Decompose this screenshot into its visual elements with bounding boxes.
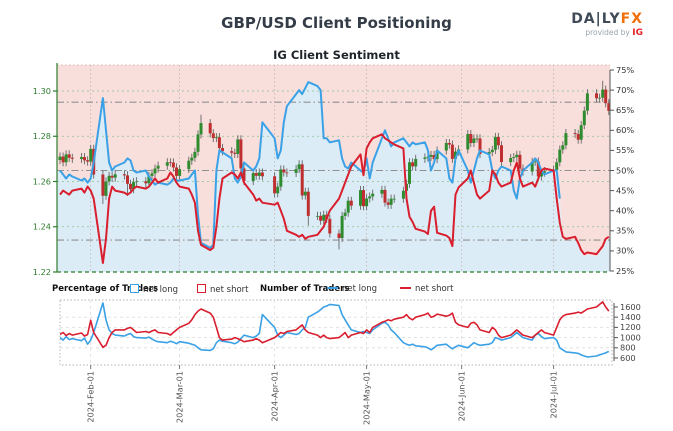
date-axis: 2024-Feb-01 2024-Mar-01 2024-Apr-01 2024-Ma… bbox=[86, 365, 559, 425]
svg-text:1000: 1000 bbox=[620, 332, 641, 342]
svg-text:800: 800 bbox=[620, 343, 636, 353]
svg-text:2024-Feb-01: 2024-Feb-01 bbox=[86, 371, 96, 423]
legend-percentage-header: Percentage of Traders bbox=[52, 284, 159, 294]
dailyfx-brand-text: DA|LYFX bbox=[571, 11, 643, 27]
svg-text:40%: 40% bbox=[616, 206, 634, 216]
svg-text:1.22: 1.22 bbox=[33, 267, 51, 277]
svg-text:50%: 50% bbox=[616, 165, 634, 175]
percent-axis: 75% 70% 65% 60% 55% 50% 45% 40% 35% 30% 25% bbox=[609, 65, 634, 276]
net-long-line-icon bbox=[327, 286, 338, 289]
svg-text:65%: 65% bbox=[616, 105, 634, 115]
svg-text:1400: 1400 bbox=[620, 312, 641, 322]
page-title: GBP/USD Client Positioning bbox=[221, 14, 452, 32]
legend-count-net-long: net long bbox=[327, 284, 377, 294]
svg-text:1.24: 1.24 bbox=[33, 222, 51, 232]
net-long-swatch-icon bbox=[130, 284, 139, 293]
svg-text:45%: 45% bbox=[616, 185, 634, 195]
legend-number-header: Number of Traders bbox=[260, 284, 350, 294]
legend-pct-net-short: net short bbox=[197, 284, 249, 295]
provided-by-text: provided by IG bbox=[585, 28, 643, 38]
net-short-line-icon bbox=[400, 286, 411, 289]
svg-text:60%: 60% bbox=[616, 125, 634, 135]
svg-text:25%: 25% bbox=[616, 266, 634, 276]
svg-text:1200: 1200 bbox=[620, 322, 641, 332]
net-short-swatch-icon bbox=[197, 284, 206, 293]
svg-text:2024-May-01: 2024-May-01 bbox=[362, 371, 372, 425]
svg-text:1600: 1600 bbox=[620, 302, 641, 312]
sentiment-background bbox=[57, 65, 610, 272]
ig-logo-text: IG bbox=[632, 28, 643, 38]
svg-text:2024-Mar-01: 2024-Mar-01 bbox=[175, 371, 185, 423]
svg-text:35%: 35% bbox=[616, 226, 634, 236]
dailyfx-logo: DA|LYFX provided by IG bbox=[571, 12, 643, 38]
fx-accent-text: FX bbox=[620, 11, 643, 27]
svg-text:600: 600 bbox=[620, 353, 636, 363]
chart-subtitle: IG Client Sentiment bbox=[273, 48, 400, 62]
svg-text:1.30: 1.30 bbox=[33, 86, 51, 96]
svg-text:2024-Jun-01: 2024-Jun-01 bbox=[457, 371, 467, 421]
sentiment-lines bbox=[59, 81, 610, 264]
price-axis: 1.30 1.28 1.26 1.24 1.22 bbox=[33, 63, 58, 277]
legend-count-net-short: net short bbox=[400, 284, 454, 294]
svg-text:30%: 30% bbox=[616, 246, 634, 256]
svg-text:1.26: 1.26 bbox=[33, 176, 51, 186]
svg-text:70%: 70% bbox=[616, 85, 634, 95]
svg-text:2024-Jul-01: 2024-Jul-01 bbox=[549, 371, 559, 419]
legend-pct-net-long: net long bbox=[130, 284, 178, 295]
svg-text:75%: 75% bbox=[616, 65, 634, 75]
svg-text:2024-Apr-01: 2024-Apr-01 bbox=[270, 371, 280, 422]
candlestick-series bbox=[58, 80, 610, 250]
main-gridlines bbox=[57, 65, 610, 272]
svg-text:55%: 55% bbox=[616, 145, 634, 155]
svg-text:1.28: 1.28 bbox=[33, 131, 51, 141]
